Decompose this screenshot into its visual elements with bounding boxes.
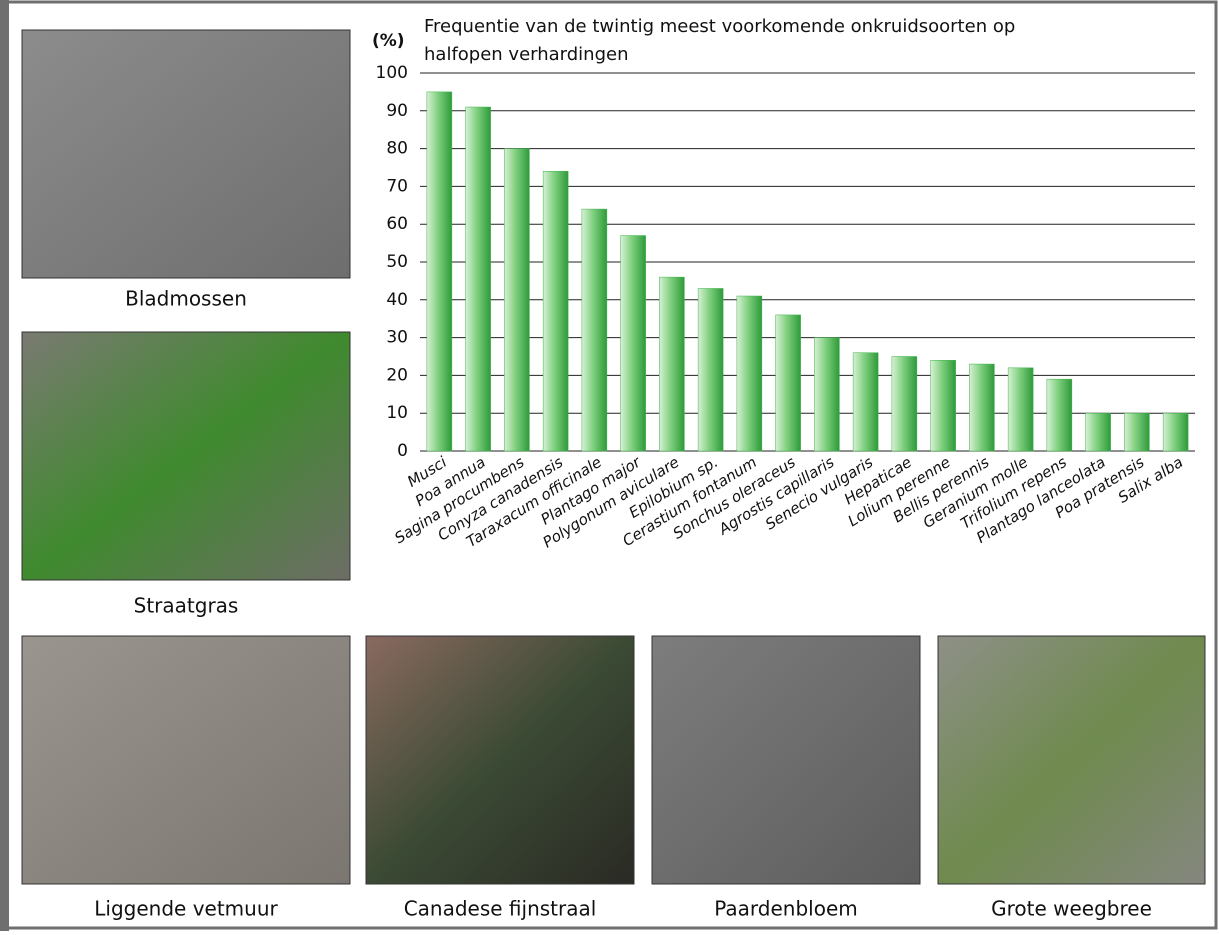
bar — [426, 91, 453, 452]
bar — [736, 295, 763, 452]
bar — [542, 171, 569, 452]
bar — [814, 337, 840, 452]
bar — [504, 148, 530, 452]
photo — [21, 29, 351, 279]
photo — [651, 635, 921, 885]
y-tick-label: 40 — [386, 290, 408, 310]
photo-caption: Canadese fijnstraal — [404, 897, 597, 921]
bar — [930, 360, 956, 452]
y-tick-label: 90 — [386, 101, 408, 121]
photo — [365, 635, 635, 885]
frame-edge — [0, 0, 9, 931]
photo-caption: Grote weegbree — [991, 897, 1152, 921]
bar — [465, 106, 491, 452]
photo — [21, 635, 351, 885]
y-tick-label: 0 — [397, 441, 408, 461]
photo-caption: Bladmossen — [125, 287, 247, 311]
y-tick-label: 30 — [386, 328, 408, 348]
bar — [697, 288, 724, 452]
chart-title: Frequentie van de twintig meest voorkome… — [424, 16, 1016, 65]
photo-caption: Straatgras — [134, 594, 239, 618]
bar — [969, 363, 995, 452]
title-box: Frequentie van de twintig meest voorkome… — [424, 16, 1016, 65]
y-tick-label: 70 — [386, 176, 408, 196]
bar — [1085, 412, 1111, 452]
bar — [852, 352, 879, 452]
photo-caption: Liggende vetmuur — [94, 897, 278, 921]
y-tick-label: 50 — [386, 252, 408, 272]
y-tick-label: 10 — [386, 403, 408, 423]
y-tick-label: 80 — [386, 139, 408, 159]
bar — [891, 356, 918, 452]
bar — [1046, 378, 1073, 452]
bar — [620, 235, 646, 452]
y-axis-label: (%) — [372, 31, 405, 51]
photo-caption: Paardenbloem — [714, 897, 858, 921]
bar — [1007, 367, 1034, 452]
bar — [581, 208, 608, 452]
y-tick-label: 100 — [376, 63, 408, 83]
bar — [775, 314, 801, 452]
bar — [659, 276, 685, 452]
photo — [21, 331, 351, 581]
photo — [937, 635, 1206, 885]
bar — [1162, 412, 1189, 452]
y-tick-label: 60 — [386, 214, 408, 234]
y-tick-label: 20 — [386, 365, 408, 385]
bar — [1124, 412, 1150, 452]
